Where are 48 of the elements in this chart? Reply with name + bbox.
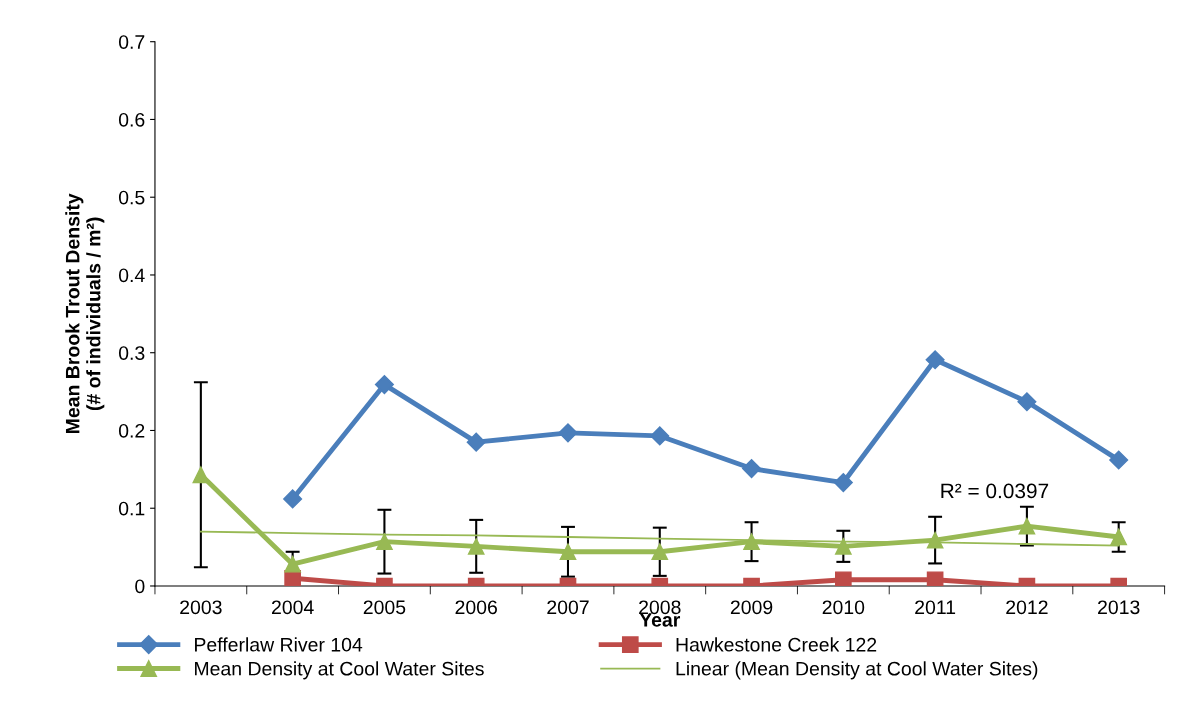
x-tick-label: 2010 <box>822 600 865 615</box>
x-axis-title: Year <box>639 613 681 627</box>
point <box>742 459 762 479</box>
point <box>1110 528 1128 546</box>
point <box>284 555 301 573</box>
y-tick-label: 0 <box>135 579 145 594</box>
legend-label: Mean Density at Cool Water Sites <box>195 661 484 680</box>
x-tick-label: 2009 <box>730 600 773 615</box>
x-tick-label: 2006 <box>455 600 497 615</box>
point <box>835 537 852 555</box>
point <box>283 489 303 509</box>
y-tick-label: 0.6 <box>118 112 145 127</box>
y-axis-title: Mean Brook Trout Density (# of individuals / m²) <box>65 193 105 433</box>
point <box>374 375 394 395</box>
point <box>1018 517 1036 535</box>
point <box>467 537 485 555</box>
y-tick-label: 0.5 <box>118 190 145 205</box>
point <box>925 350 945 370</box>
x-tick-label: 2005 <box>363 600 406 615</box>
y-tick-label: 0.2 <box>118 423 145 438</box>
point <box>926 531 944 549</box>
x-tick-label: 2011 <box>915 600 956 615</box>
y-tick-label: 0.7 <box>118 35 145 49</box>
annotation: R² = 0.0397 <box>941 483 1049 499</box>
x-tick-label: 2004 <box>271 600 314 615</box>
x-tick-label: 2007 <box>547 600 589 615</box>
x-tick-label: 2003 <box>180 600 222 615</box>
x-tick-label: 2012 <box>1006 600 1048 615</box>
point <box>833 473 853 493</box>
point <box>558 423 578 443</box>
point <box>559 543 577 561</box>
legend-label: Hawkestone Creek 122 <box>676 637 877 652</box>
x-tick-label: 2008 <box>639 600 681 615</box>
point <box>835 571 852 586</box>
point <box>651 543 669 561</box>
point <box>466 432 486 452</box>
x-tick-label: 2013 <box>1098 600 1140 615</box>
point <box>743 533 760 550</box>
legend-label: Pefferlaw River 104 <box>195 637 363 652</box>
y-tick-label: 0.3 <box>118 346 145 360</box>
point <box>1017 392 1037 412</box>
point <box>650 426 670 446</box>
point <box>926 571 944 586</box>
point <box>376 533 393 550</box>
point <box>1109 450 1129 470</box>
legend-label: Linear (Mean Density at Cool Water Sites) <box>676 661 1038 680</box>
y-tick-label: 0.4 <box>118 268 145 283</box>
y-tick-label: 0.1 <box>118 501 145 516</box>
